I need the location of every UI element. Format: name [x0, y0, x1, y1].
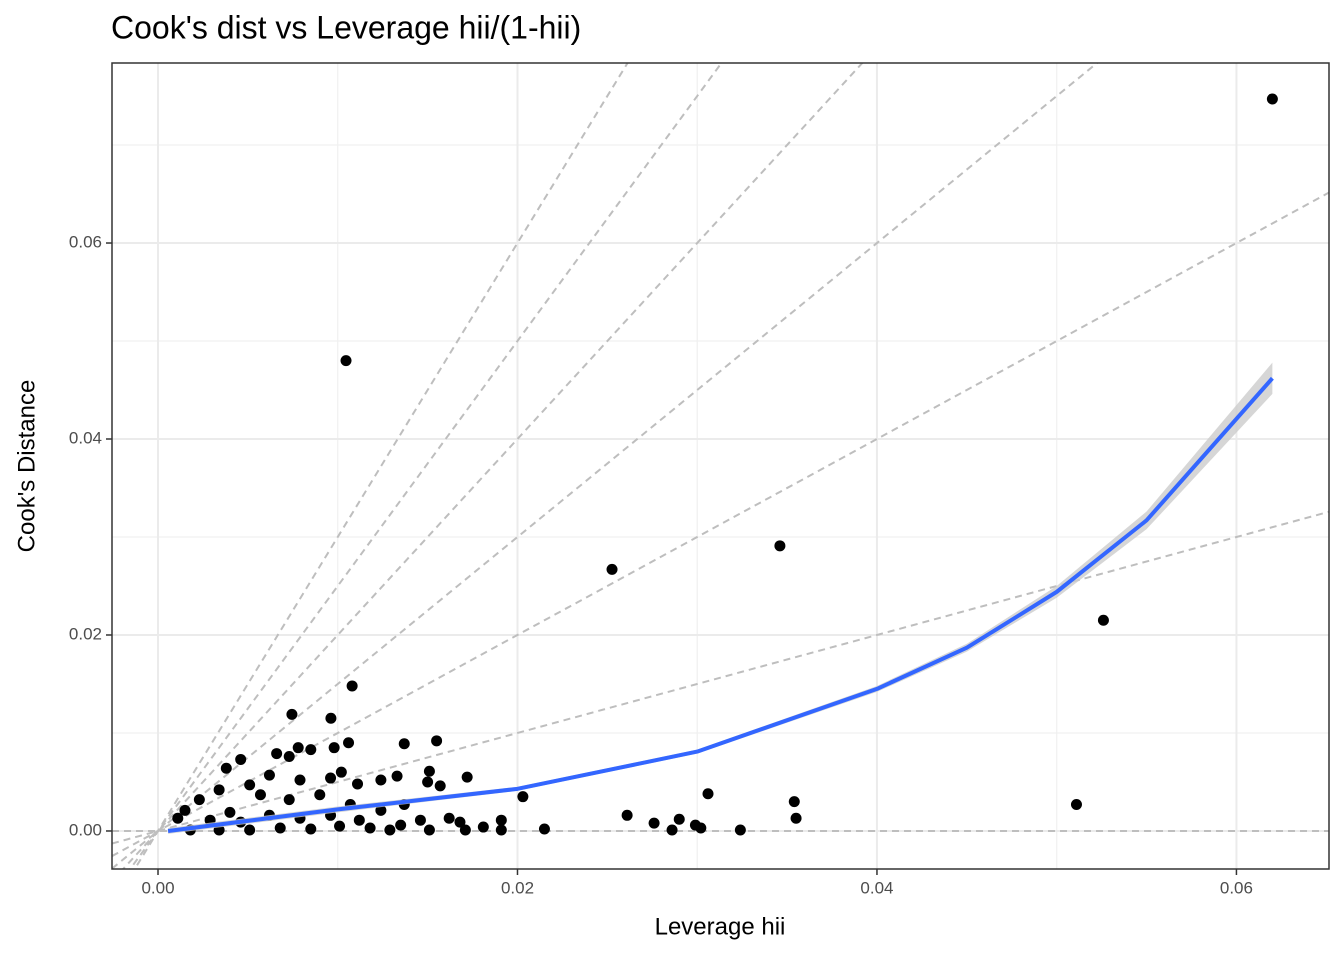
plot-panel — [112, 63, 1329, 869]
point — [538, 823, 550, 835]
point — [235, 753, 247, 765]
confidence-band — [168, 362, 1273, 834]
point — [788, 796, 800, 808]
reference-line — [112, 191, 1329, 857]
point — [305, 744, 317, 756]
point — [398, 738, 410, 750]
point — [1266, 93, 1278, 105]
point — [648, 817, 660, 829]
point — [325, 712, 337, 724]
point — [454, 816, 466, 828]
point — [172, 812, 184, 824]
x-tick-label: 0.06 — [1220, 878, 1253, 897]
point — [666, 824, 678, 836]
point — [606, 563, 618, 575]
point — [375, 774, 387, 786]
panel-border — [111, 62, 1330, 870]
point — [328, 742, 340, 754]
point — [517, 791, 529, 803]
y-tick-label: 0.06 — [69, 232, 102, 251]
point — [423, 824, 435, 836]
point — [422, 776, 434, 788]
point — [477, 821, 489, 833]
point — [461, 771, 473, 783]
point — [325, 772, 337, 784]
point — [1070, 799, 1082, 811]
point — [271, 748, 283, 760]
point — [220, 762, 232, 774]
point — [434, 780, 446, 792]
smooth-line — [167, 376, 1274, 833]
point — [734, 824, 746, 836]
point — [244, 779, 256, 791]
point — [431, 735, 443, 747]
point — [283, 794, 295, 806]
point — [193, 794, 205, 806]
point — [334, 820, 346, 832]
point — [774, 540, 786, 552]
y-tick-label: 0.02 — [69, 624, 102, 643]
point — [1097, 614, 1109, 626]
point — [224, 806, 236, 818]
reference-line — [121, 63, 864, 869]
point — [343, 737, 355, 749]
point — [274, 822, 286, 834]
point — [495, 824, 507, 836]
point — [353, 814, 365, 826]
point — [352, 778, 364, 790]
point — [375, 804, 387, 816]
x-tick-label: 0.04 — [860, 878, 893, 897]
point — [495, 814, 507, 826]
point — [395, 819, 407, 831]
point — [621, 809, 633, 821]
point — [305, 823, 317, 835]
point — [335, 766, 347, 778]
reference-line — [112, 510, 1329, 845]
point — [254, 789, 266, 801]
point — [384, 824, 396, 836]
point — [702, 788, 714, 800]
point — [263, 769, 275, 781]
x-tick-label: 0.00 — [141, 878, 174, 897]
point — [292, 742, 304, 754]
point — [695, 822, 707, 834]
point — [294, 774, 306, 786]
chart-title: Cook's dist vs Leverage hii/(1-hii) — [111, 9, 581, 45]
y-tick-label: 0.04 — [69, 428, 102, 447]
point — [459, 824, 471, 836]
point — [391, 770, 403, 782]
point — [340, 355, 352, 367]
point — [314, 789, 326, 801]
y-tick-label: 0.00 — [69, 820, 102, 839]
point — [364, 822, 376, 834]
point — [414, 814, 426, 826]
point — [179, 804, 191, 816]
point — [423, 765, 435, 777]
y-axis-title: Cook's Distance — [13, 380, 40, 553]
point — [213, 784, 225, 796]
point — [790, 812, 802, 824]
reference-line — [128, 63, 723, 869]
point — [244, 824, 256, 836]
point — [443, 812, 455, 824]
point — [283, 751, 295, 763]
reference-line — [133, 63, 629, 869]
reference-line — [112, 63, 1099, 869]
point — [286, 708, 298, 720]
point — [673, 813, 685, 825]
x-axis-title: Leverage hii — [655, 913, 786, 940]
x-tick-label: 0.02 — [501, 878, 534, 897]
point — [346, 680, 358, 692]
axes: 0.00 0.02 0.04 0.06 0.00 0.02 0.04 0.06 — [69, 62, 1330, 897]
